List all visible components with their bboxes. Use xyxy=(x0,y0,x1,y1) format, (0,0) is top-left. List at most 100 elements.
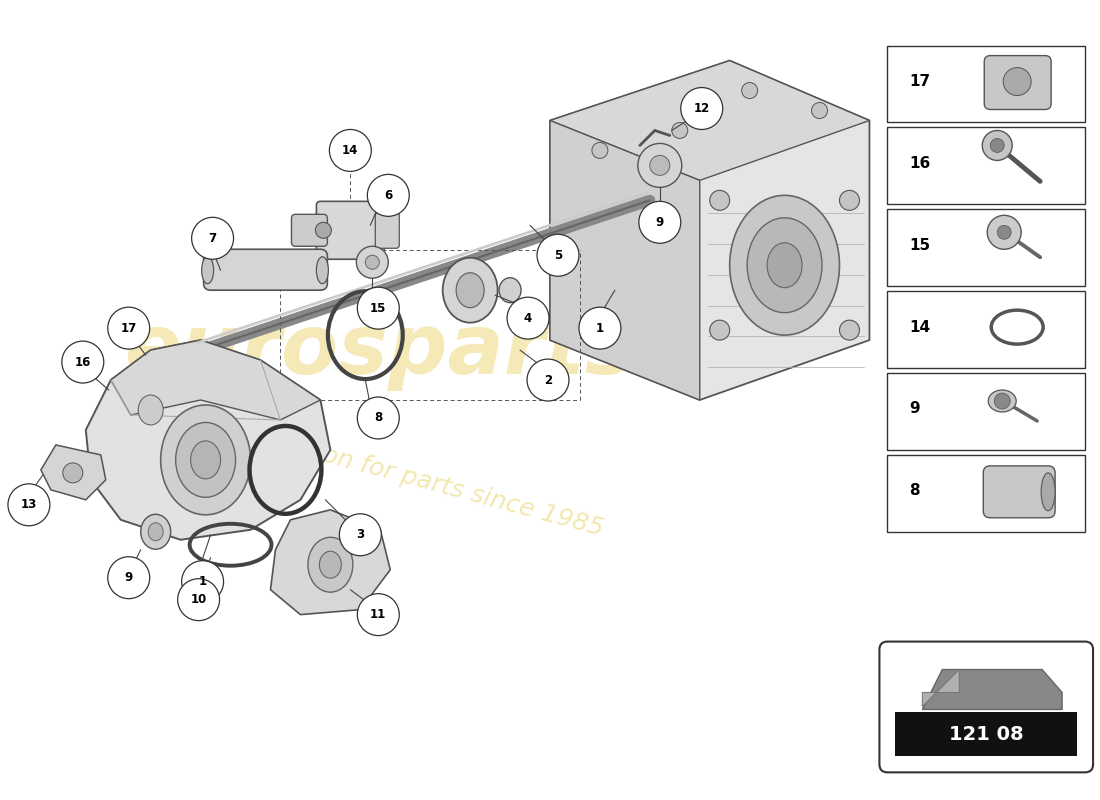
Text: 17: 17 xyxy=(910,74,931,89)
Text: 121 08: 121 08 xyxy=(949,725,1024,744)
Bar xyxy=(888,455,1085,532)
Circle shape xyxy=(182,561,223,602)
Ellipse shape xyxy=(176,422,235,498)
Circle shape xyxy=(839,320,859,340)
FancyBboxPatch shape xyxy=(317,202,384,259)
Text: a passion for parts since 1985: a passion for parts since 1985 xyxy=(234,419,606,540)
Circle shape xyxy=(316,222,331,238)
Text: 1: 1 xyxy=(596,322,604,334)
Circle shape xyxy=(191,218,233,259)
Circle shape xyxy=(812,102,827,118)
Ellipse shape xyxy=(442,258,497,322)
Ellipse shape xyxy=(319,551,341,578)
Text: 2: 2 xyxy=(543,374,552,386)
Circle shape xyxy=(329,130,372,171)
Text: 6: 6 xyxy=(384,189,393,202)
Circle shape xyxy=(537,234,579,276)
FancyBboxPatch shape xyxy=(204,250,328,290)
Circle shape xyxy=(358,594,399,635)
Polygon shape xyxy=(923,670,1063,710)
Polygon shape xyxy=(111,340,320,420)
Circle shape xyxy=(982,130,1012,161)
Circle shape xyxy=(356,246,388,278)
FancyBboxPatch shape xyxy=(292,214,328,246)
Ellipse shape xyxy=(148,522,163,541)
Text: 8: 8 xyxy=(374,411,383,425)
Text: 3: 3 xyxy=(356,528,364,542)
Polygon shape xyxy=(923,670,959,706)
Text: 16: 16 xyxy=(75,355,91,369)
Circle shape xyxy=(987,215,1021,250)
Circle shape xyxy=(8,484,50,526)
Polygon shape xyxy=(86,340,330,540)
Ellipse shape xyxy=(499,278,521,302)
Circle shape xyxy=(710,190,729,210)
Circle shape xyxy=(579,307,620,349)
Text: 12: 12 xyxy=(694,102,710,115)
Circle shape xyxy=(177,578,220,621)
Circle shape xyxy=(365,255,380,270)
Text: 5: 5 xyxy=(554,249,562,262)
Bar xyxy=(888,291,1085,368)
Bar xyxy=(895,713,1077,756)
Polygon shape xyxy=(271,510,390,614)
Polygon shape xyxy=(550,121,700,400)
Circle shape xyxy=(741,82,758,98)
Circle shape xyxy=(994,393,1010,409)
Text: 11: 11 xyxy=(371,608,386,621)
Ellipse shape xyxy=(190,441,221,479)
Ellipse shape xyxy=(729,195,839,335)
Text: 9: 9 xyxy=(910,402,920,417)
Ellipse shape xyxy=(308,538,353,592)
Ellipse shape xyxy=(141,514,170,550)
Ellipse shape xyxy=(747,218,822,313)
Bar xyxy=(888,210,1085,286)
Polygon shape xyxy=(41,445,106,500)
Ellipse shape xyxy=(161,405,251,515)
Text: 14: 14 xyxy=(342,144,359,157)
FancyBboxPatch shape xyxy=(375,212,399,248)
Text: 16: 16 xyxy=(910,156,931,171)
Circle shape xyxy=(108,557,150,598)
Circle shape xyxy=(63,463,82,483)
Text: 15: 15 xyxy=(910,238,931,253)
Circle shape xyxy=(1003,67,1031,95)
Ellipse shape xyxy=(1041,473,1055,511)
Text: 13: 13 xyxy=(21,498,37,511)
Polygon shape xyxy=(550,61,869,180)
Ellipse shape xyxy=(988,390,1016,412)
Polygon shape xyxy=(550,61,869,400)
Circle shape xyxy=(650,155,670,175)
Circle shape xyxy=(367,174,409,216)
Circle shape xyxy=(638,143,682,187)
Circle shape xyxy=(990,138,1004,153)
Bar xyxy=(888,373,1085,450)
Text: eurosparts: eurosparts xyxy=(125,310,636,390)
Ellipse shape xyxy=(139,395,163,425)
FancyBboxPatch shape xyxy=(983,466,1055,518)
Text: 10: 10 xyxy=(190,593,207,606)
Bar xyxy=(888,46,1085,122)
Ellipse shape xyxy=(317,257,329,284)
Text: 4: 4 xyxy=(524,312,532,325)
Circle shape xyxy=(507,297,549,339)
FancyBboxPatch shape xyxy=(984,55,1052,110)
Ellipse shape xyxy=(767,242,802,288)
Circle shape xyxy=(639,202,681,243)
Ellipse shape xyxy=(201,257,213,284)
Circle shape xyxy=(358,397,399,439)
Circle shape xyxy=(340,514,382,556)
Circle shape xyxy=(839,190,859,210)
Text: 1: 1 xyxy=(198,575,207,588)
Text: 9: 9 xyxy=(124,571,133,584)
Circle shape xyxy=(998,226,1011,239)
Text: 15: 15 xyxy=(370,302,386,314)
Text: 7: 7 xyxy=(209,232,217,245)
Text: 14: 14 xyxy=(910,320,931,334)
Circle shape xyxy=(710,320,729,340)
Text: 9: 9 xyxy=(656,216,664,229)
Circle shape xyxy=(358,287,399,329)
Circle shape xyxy=(108,307,150,349)
Circle shape xyxy=(681,87,723,130)
Circle shape xyxy=(672,122,688,138)
